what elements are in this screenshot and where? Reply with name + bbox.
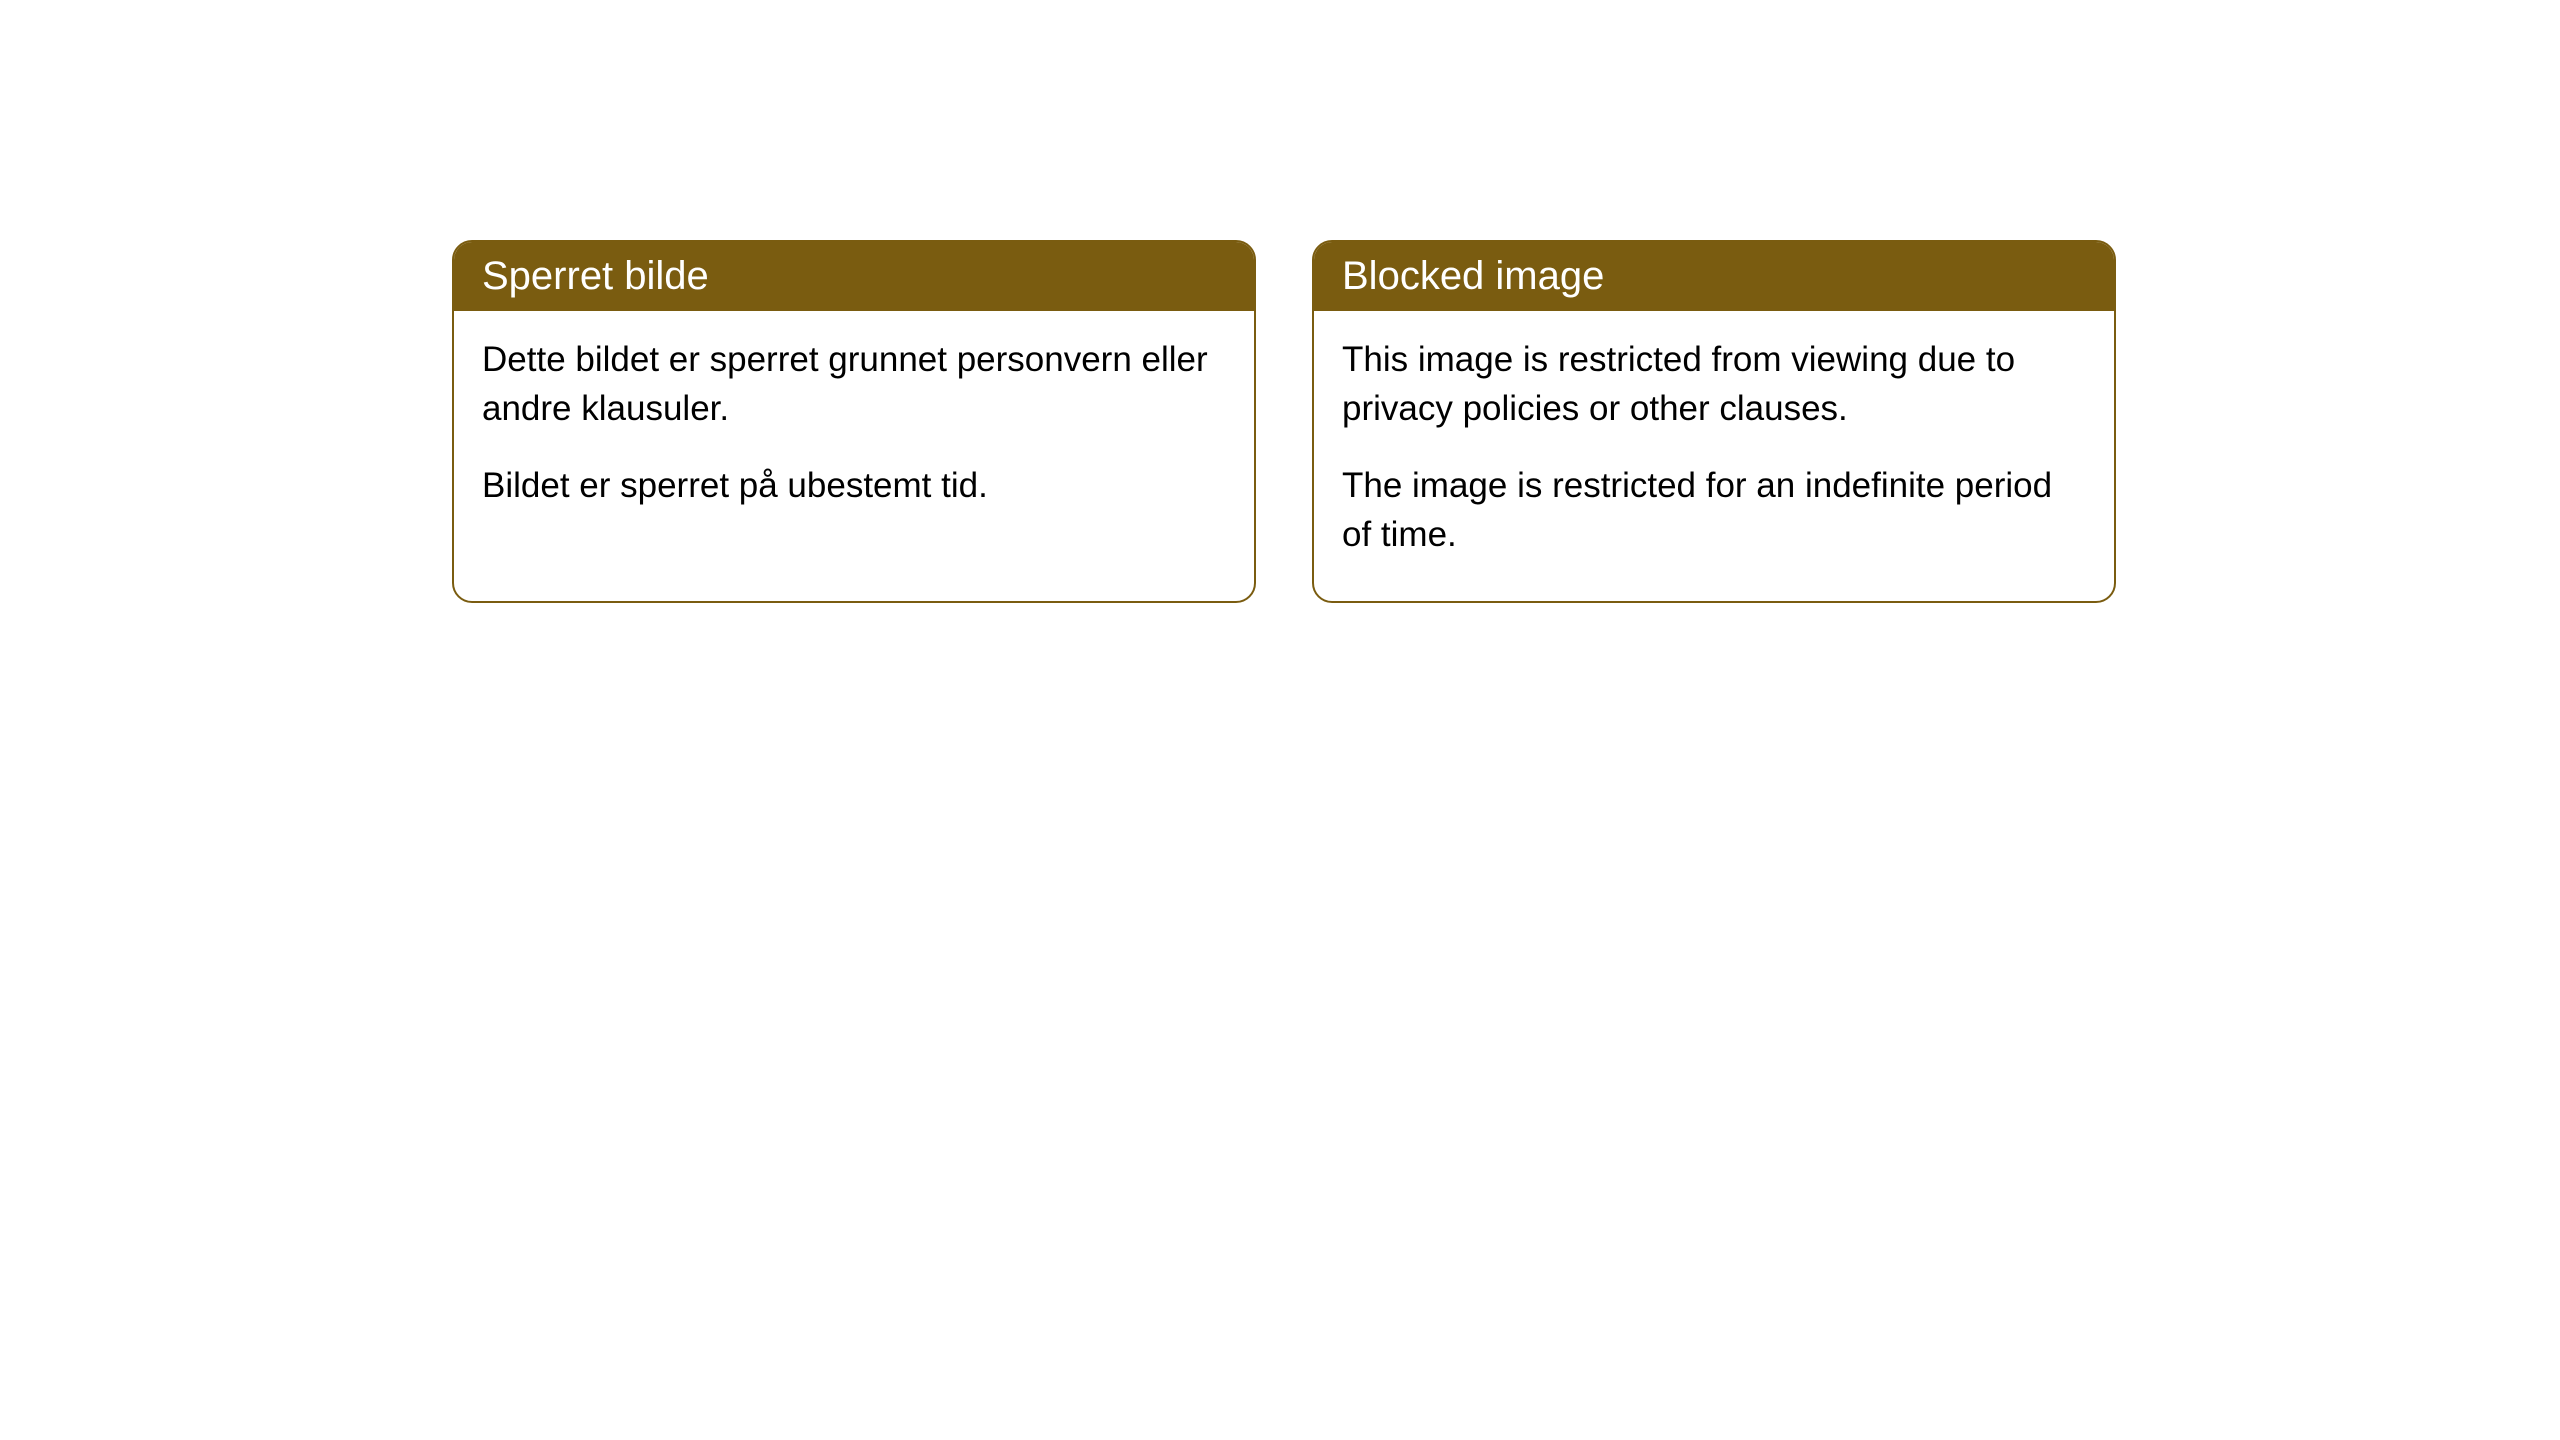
notice-header-norwegian: Sperret bilde	[454, 242, 1254, 311]
notice-paragraph-2-english: The image is restricted for an indefinit…	[1342, 461, 2086, 559]
notice-card-english: Blocked image This image is restricted f…	[1312, 240, 2116, 603]
notice-paragraph-2-norwegian: Bildet er sperret på ubestemt tid.	[482, 461, 1226, 510]
notice-body-english: This image is restricted from viewing du…	[1314, 311, 2114, 601]
notice-paragraph-1-english: This image is restricted from viewing du…	[1342, 335, 2086, 433]
notice-paragraph-1-norwegian: Dette bildet er sperret grunnet personve…	[482, 335, 1226, 433]
notice-cards-container: Sperret bilde Dette bildet er sperret gr…	[452, 240, 2116, 603]
notice-body-norwegian: Dette bildet er sperret grunnet personve…	[454, 311, 1254, 552]
notice-header-english: Blocked image	[1314, 242, 2114, 311]
notice-card-norwegian: Sperret bilde Dette bildet er sperret gr…	[452, 240, 1256, 603]
